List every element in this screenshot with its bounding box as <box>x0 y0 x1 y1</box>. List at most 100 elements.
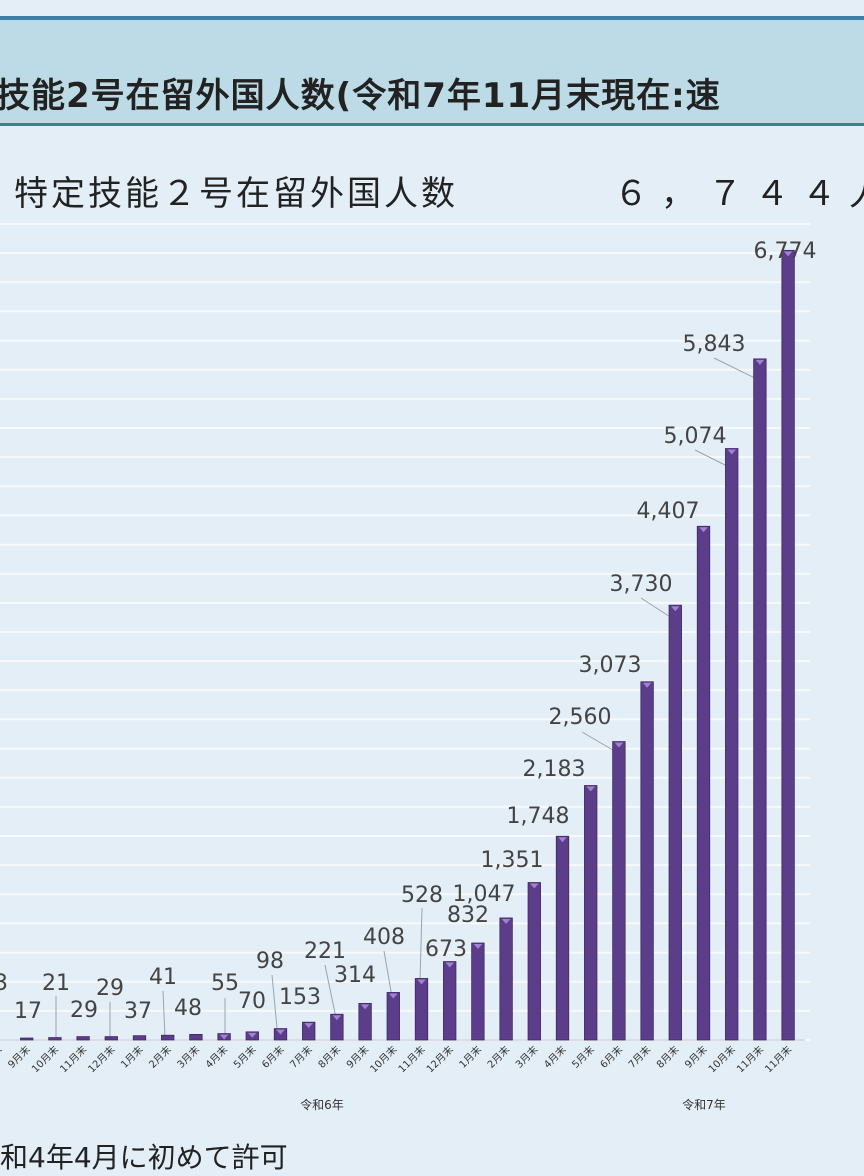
x-tick-label: 4月末 <box>202 1043 230 1071</box>
bar-cap <box>389 993 398 999</box>
bar-cap <box>727 449 736 455</box>
x-tick-label: 11月末 <box>395 1043 427 1075</box>
bar <box>555 835 570 1041</box>
bar <box>471 942 485 1041</box>
data-label: 6,774 <box>754 239 817 264</box>
data-label: 314 <box>334 963 376 988</box>
bar-cap <box>783 251 793 257</box>
x-tick-label: 11月末 <box>762 1043 794 1075</box>
x-tick-label: 2月末 <box>146 1043 174 1071</box>
bar <box>696 525 711 1041</box>
bar-cap <box>501 918 511 924</box>
bar-cap <box>276 1029 285 1035</box>
bar <box>668 604 682 1041</box>
label-leader <box>271 974 278 1029</box>
x-group-label: 令和6年 <box>300 1097 344 1112</box>
x-tick-label: 4月末 <box>541 1043 569 1071</box>
data-label: 98 <box>256 949 284 974</box>
bar-cap <box>671 606 680 612</box>
bar-cap <box>445 962 454 968</box>
x-tick-label: 5月末 <box>569 1043 597 1071</box>
bar-cap <box>586 786 595 792</box>
data-label: 153 <box>279 985 321 1010</box>
x-tick-label: 2月末 <box>484 1043 512 1071</box>
data-label: 37 <box>124 999 152 1024</box>
data-label: 2,183 <box>523 757 586 782</box>
bar <box>48 1037 62 1041</box>
data-label: 528 <box>401 883 443 908</box>
bar <box>527 882 541 1041</box>
bar <box>443 961 457 1041</box>
x-tick-label: 9月末 <box>682 1043 710 1071</box>
data-label: 673 <box>425 937 467 962</box>
data-label: 221 <box>304 939 346 964</box>
bar-cap <box>473 944 483 950</box>
data-label: 3,730 <box>610 572 673 597</box>
data-label: 1,748 <box>507 804 570 829</box>
bar <box>132 1035 147 1041</box>
label-leader <box>581 731 619 754</box>
data-label: 3 <box>0 971 8 996</box>
bar-cap <box>558 837 567 843</box>
data-label: 55 <box>211 971 239 996</box>
x-tick-label: 3月末 <box>174 1043 202 1071</box>
leader-lines <box>55 357 764 1039</box>
data-label: 29 <box>70 998 98 1023</box>
bar <box>414 978 429 1041</box>
x-tick-label: 3月末 <box>513 1043 541 1071</box>
bar-cap <box>642 682 652 688</box>
data-label: 408 <box>363 925 405 950</box>
bar-cap <box>614 742 624 748</box>
data-label: 5,843 <box>683 332 746 357</box>
data-label: 29 <box>96 976 124 1001</box>
bar <box>104 1036 118 1041</box>
bar-chart: 3172129293741485570981532213144085286738… <box>0 223 817 1112</box>
bar <box>499 917 513 1041</box>
bar <box>76 1036 90 1041</box>
bar-cap <box>699 527 708 533</box>
bars <box>20 249 795 1041</box>
data-label: 3,073 <box>579 653 642 678</box>
x-tick-label: 7月末 <box>287 1043 315 1071</box>
bar <box>386 992 400 1041</box>
footnote: 和4年4月に初めて許可 <box>0 1141 288 1174</box>
label-leader <box>162 990 166 1039</box>
x-tick-label: 8月末 <box>315 1043 343 1071</box>
data-label: 41 <box>149 965 177 990</box>
bar-cap <box>219 1034 229 1040</box>
bar <box>781 249 795 1041</box>
x-tick-label: 10月末 <box>705 1043 737 1075</box>
bar-cap <box>530 883 539 889</box>
data-label: 5,074 <box>664 424 727 449</box>
bar <box>612 741 626 1041</box>
x-tick-label: 12月末 <box>423 1043 455 1075</box>
x-tick-label: 12月末 <box>85 1043 117 1075</box>
bar-cap <box>332 1015 342 1021</box>
data-label: 4,407 <box>637 499 700 524</box>
x-group-labels: 令和6年 令和7年 <box>300 1097 726 1112</box>
chart-subtitle: 特定技能２号在留外国人数 <box>14 174 458 214</box>
data-label: 2,560 <box>549 705 612 730</box>
label-leader <box>324 964 337 1019</box>
bar <box>20 1037 34 1041</box>
x-tick-label: 11月末 <box>57 1043 89 1075</box>
page-title: 技能2号在留外国人数(令和7年11月末現在:速 <box>0 76 721 116</box>
x-tick-label: 11月末 <box>734 1043 766 1075</box>
data-label: 21 <box>42 971 70 996</box>
total-count: ６，７４４人 <box>614 174 864 214</box>
bar-cap <box>755 359 765 365</box>
bar-cap <box>248 1032 257 1038</box>
bar <box>725 448 739 1041</box>
data-label: 1,047 <box>453 882 516 907</box>
bar-cap <box>417 979 426 985</box>
bar <box>640 681 654 1041</box>
x-tick-label: 7月末 <box>625 1043 653 1071</box>
x-tick-label: 9月末 <box>343 1043 371 1071</box>
x-group-label: 令和7年 <box>682 1097 726 1112</box>
x-tick-label: 10月末 <box>29 1043 61 1075</box>
bar <box>161 1034 175 1041</box>
data-label: 1,351 <box>481 848 544 873</box>
bar <box>358 1002 372 1041</box>
title-banner: 技能2号在留外国人数(令和7年11月末現在:速 <box>0 16 864 126</box>
data-label: 17 <box>14 999 42 1024</box>
